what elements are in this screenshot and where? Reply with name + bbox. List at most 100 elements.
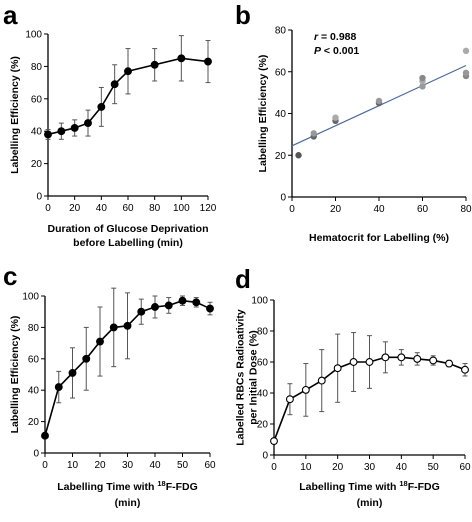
panel-a: 0 20 40 60 80 100 0 20 40 60 80 100 120 Labelling Eff… (9, 30, 217, 250)
data-point (68, 368, 77, 377)
x-tick-label: 40 (396, 462, 408, 473)
data-point (429, 356, 438, 365)
data-point (204, 57, 212, 66)
series-line (47, 57, 209, 136)
y-axis-label: per Initial Dose (%) (248, 330, 260, 425)
data-point (70, 124, 79, 132)
x-tick-label: 60 (204, 460, 216, 471)
x-tick-label: 40 (149, 460, 161, 471)
y-tick-label: 20 (28, 417, 40, 428)
data-point (310, 130, 317, 137)
data-point (349, 358, 358, 366)
data-point (365, 358, 374, 366)
data-point (124, 67, 132, 76)
x-tick-label: 120 (200, 203, 217, 214)
y-axis-label: Labelling Efficiency (%) (9, 56, 21, 174)
data-point (333, 364, 342, 373)
x-tick-label: 60 (417, 204, 429, 215)
data-point (82, 354, 91, 363)
y-tick-label: 40 (257, 389, 269, 400)
data-point (462, 47, 470, 55)
panel-d: 0 20 40 60 80 100 0 10 20 30 40 50 60 Labelled RBCs R… (235, 296, 471, 510)
data-point (41, 431, 49, 440)
data-point (54, 383, 63, 392)
data-point (270, 437, 278, 445)
data-point (445, 359, 454, 368)
data-point (206, 304, 214, 313)
data-point (110, 80, 119, 89)
x-tick-label: 20 (69, 203, 81, 214)
y-tick-label: 80 (31, 62, 43, 73)
x-tick-label: 50 (428, 462, 440, 473)
panel-letter-a: a (3, 0, 18, 30)
y-tick-label: 0 (262, 451, 268, 462)
x-tick-label: 0 (289, 204, 295, 215)
data-point (381, 353, 390, 362)
x-tick-label: 80 (460, 204, 472, 215)
y-tick-label: 60 (31, 94, 43, 105)
y-tick-label: 60 (275, 67, 287, 78)
y-tick-label: 20 (31, 159, 43, 170)
data-point (109, 323, 118, 332)
y-tick-label: 20 (275, 151, 287, 162)
x-tick-label: 50 (177, 460, 189, 471)
x-tick-label: 20 (94, 460, 106, 471)
data-point (419, 83, 426, 90)
y-tick-label: 100 (25, 30, 42, 41)
data-point (164, 301, 173, 310)
panel-letter-c: c (3, 261, 17, 291)
x-axis-label-line2: (min) (357, 497, 383, 509)
data-point (301, 385, 310, 394)
data-point (97, 102, 106, 111)
panel-letter-d: d (235, 264, 251, 294)
y-tick-label: 0 (280, 193, 286, 204)
x-tick-label: 60 (122, 203, 134, 214)
y-axis-label: Labelling Efficiency (%) (9, 316, 21, 434)
data-point (137, 307, 146, 316)
x-tick-label: 0 (271, 462, 277, 473)
data-point (317, 376, 326, 385)
x-tick-label: 0 (45, 203, 51, 214)
y-tick-label: 40 (31, 127, 43, 138)
data-point (96, 337, 104, 346)
x-tick-label: 30 (364, 462, 376, 473)
data-point (84, 119, 92, 128)
x-axis-label: Hematocrit for Labelling (%) (309, 232, 449, 244)
x-tick-label: 20 (330, 204, 342, 215)
stat-annotation: r = 0.988 (314, 31, 356, 43)
data-point (295, 152, 302, 159)
stat-annotation: P < 0.001 (314, 45, 359, 57)
y-tick-label: 60 (257, 358, 269, 369)
x-axis-label: Labelling Time with 18F-FDG (57, 479, 198, 493)
x-tick-label: 40 (96, 203, 108, 214)
data-point (397, 353, 406, 362)
data-point (419, 74, 426, 82)
data-point (57, 127, 66, 136)
x-axis-label: before Labelling (min) (73, 237, 183, 249)
x-tick-label: 10 (67, 460, 79, 471)
panel-c: 0 20 40 60 80 100 0 10 20 30 40 50 60 Labelling Effic… (9, 287, 216, 509)
panel-letter-b: b (235, 0, 251, 30)
x-axis-label: Duration of Glucose Deprivation (47, 223, 208, 235)
y-tick-label: 100 (251, 296, 268, 307)
data-point (44, 130, 52, 139)
data-point (150, 60, 159, 69)
y-axis-label: Labelling Efficiency (%) (257, 55, 269, 173)
data-point (375, 97, 383, 105)
data-point (123, 321, 132, 330)
data-point (461, 365, 469, 374)
x-tick-label: 60 (459, 462, 471, 473)
x-tick-label: 100 (173, 203, 190, 214)
x-axis-label: Labelling Time with 18F-FDG (299, 479, 440, 493)
data-point (151, 303, 159, 311)
x-tick-label: 80 (149, 203, 161, 214)
y-tick-label: 80 (257, 327, 269, 338)
x-tick-label: 0 (42, 460, 48, 471)
data-point (178, 296, 187, 305)
y-axis-label: Labelled RBCs Radioativity (235, 309, 247, 446)
y-tick-label: 0 (33, 449, 39, 460)
y-tick-label: 40 (275, 109, 287, 120)
x-tick-label: 20 (332, 462, 344, 473)
y-tick-label: 40 (28, 386, 40, 397)
